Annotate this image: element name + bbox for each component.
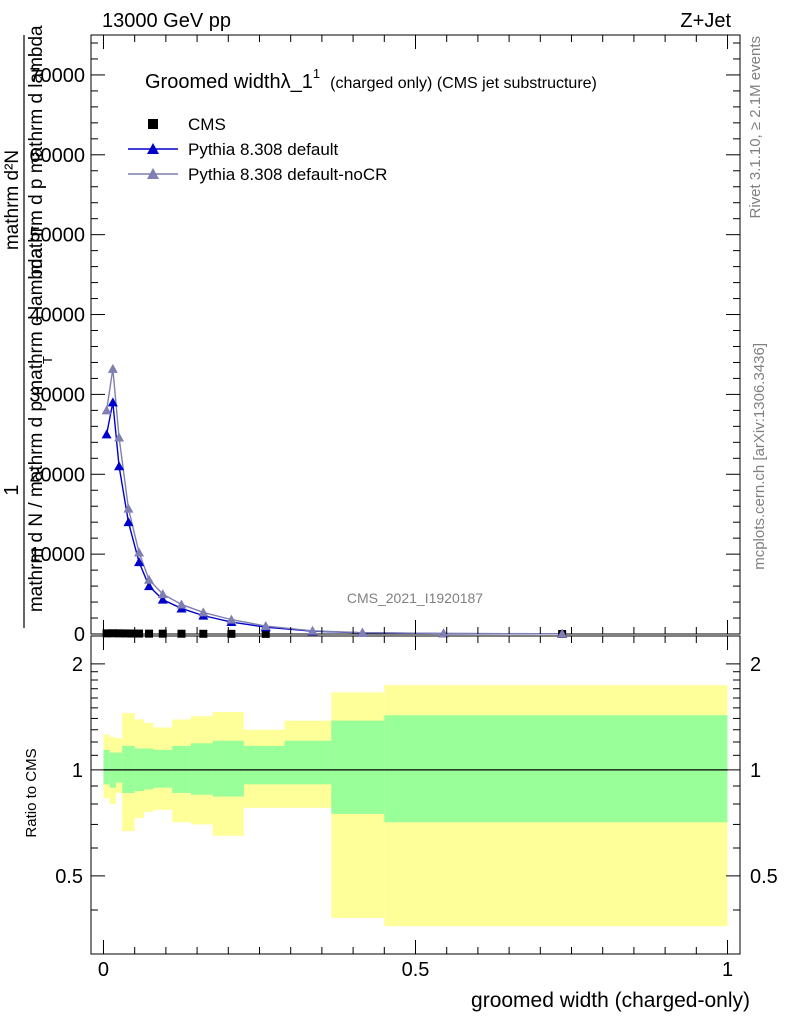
legend-entry: Pythia 8.308 default	[128, 140, 339, 159]
mc-data-point	[123, 503, 134, 513]
mc-data-point	[107, 363, 118, 373]
legend-marker-triangle	[147, 143, 159, 154]
rivet-label: Rivet 3.1.10, ≥ 2.1M events	[747, 36, 764, 219]
stat-uncertainty-band	[331, 720, 385, 814]
mc-data-point	[144, 574, 155, 584]
ratio-y-tick-label: 0.5	[55, 866, 83, 888]
main-y-tick-label: 0	[74, 624, 85, 646]
cms-data-point	[199, 629, 208, 638]
main-y-ticks: 0 10000 20000 30000 40000 50000 60000 70000	[29, 42, 740, 646]
stat-uncertainty-band	[103, 749, 110, 785]
ylabel-numerator: 1	[1, 484, 23, 495]
mc-data-point	[307, 625, 318, 635]
plot-title: Groomed widthλ_11 (charged only) (CMS jet…	[145, 66, 597, 93]
stat-uncertainty-band	[115, 752, 123, 783]
cms-data-point	[115, 629, 124, 638]
legend-label: Pythia 8.308 default-noCR	[188, 165, 387, 184]
x-tick-label: 0	[98, 959, 109, 981]
ratio-y-tick-label: 1	[72, 760, 83, 782]
cms-data-point	[121, 629, 130, 638]
cms-data-point	[102, 629, 111, 638]
legend-marker-square	[148, 119, 158, 129]
stat-uncertainty-band	[144, 748, 154, 790]
ratio-y-tick-label: 2	[72, 654, 83, 676]
ratio-ylabel: Ratio to CMS	[23, 748, 40, 837]
x-tick-label: 0.5	[402, 959, 430, 981]
main-y-tick-label: 70000	[29, 65, 85, 87]
mc-data-point	[134, 547, 145, 557]
main-ylabel: 1 mathrm d²N mathrm d p mathrm d lambda …	[1, 25, 55, 628]
cms-data-point	[227, 629, 236, 638]
cms-data-point	[261, 629, 270, 638]
ratio-y-ticks: 0.5 0.5 1 1 2 2	[55, 654, 778, 911]
x-ticks: 0 0.5 1	[98, 35, 733, 981]
legend-label: Pythia 8.308 default	[188, 140, 339, 159]
mc-data-point	[438, 628, 449, 638]
legend: CMS Pythia 8.308 default Pythia 8.308 defa…	[128, 115, 387, 184]
ratio-y-tick-label-right: 1	[750, 760, 761, 782]
mc-data-point	[157, 594, 168, 604]
ratio-y-tick-label-right: 2	[750, 654, 761, 676]
legend-entry: CMS	[148, 115, 226, 134]
plot-title-main: Groomed widthλ_1	[145, 71, 313, 93]
ratio-y-tick-label-right: 0.5	[750, 866, 778, 888]
mc-data-point	[144, 581, 155, 591]
plot-title-sub: (charged only) (CMS jet substructure)	[330, 75, 597, 92]
mc-data-point	[123, 517, 134, 527]
x-tick-label: 1	[722, 959, 733, 981]
stat-uncertainty-band	[153, 749, 173, 788]
mc-data-point	[157, 589, 168, 599]
main-y-tick-label: 20000	[29, 464, 85, 486]
cms-data-point	[108, 629, 117, 638]
mc-data-point	[226, 614, 237, 624]
mc-data-point	[107, 397, 118, 407]
main-y-tick-label: 50000	[29, 225, 85, 247]
ratio-bands-layer	[103, 685, 728, 927]
mc-data-point	[357, 627, 368, 637]
mcplots-label: mcplots.cern.ch [arXiv:1306.3436]	[751, 343, 768, 570]
main-y-tick-label: 30000	[29, 384, 85, 406]
mc-data-point	[198, 607, 209, 617]
main-y-tick-label: 10000	[29, 544, 85, 566]
main-y-tick-label: 40000	[29, 305, 85, 327]
mc-data-point	[134, 557, 145, 567]
main-data-layer	[101, 363, 568, 638]
ylabel-line3: mathrm d N / mathrm d p mathrm d lambda	[26, 247, 47, 612]
mc-data-point	[176, 599, 187, 609]
cms-data-point	[135, 629, 144, 638]
legend-marker-triangle	[147, 168, 159, 179]
legend-entry: Pythia 8.308 default-noCR	[128, 165, 387, 184]
stat-uncertainty-band	[190, 743, 213, 795]
mc-data-point	[260, 621, 271, 631]
ylabel-line2: mathrm d p mathrm d lambda	[26, 25, 47, 275]
mc-data-point	[114, 432, 125, 442]
mc-data-point	[101, 405, 112, 415]
ylabel-subscript: T	[40, 356, 55, 364]
mc-data-point	[101, 429, 112, 439]
main-y-tick-label: 60000	[29, 145, 85, 167]
cms-data-point	[158, 629, 167, 638]
cms-data-point	[177, 629, 186, 638]
analysis-watermark: CMS_2021_I1920187	[347, 590, 483, 606]
plot-title-sup: 1	[313, 66, 320, 81]
cms-data-point	[127, 629, 136, 638]
header-right: Z+Jet	[680, 10, 731, 32]
series-line	[105, 402, 563, 635]
mc-data-point	[557, 628, 568, 638]
series-line	[105, 368, 563, 635]
mc-data-point	[114, 461, 125, 471]
legend-label: CMS	[188, 115, 226, 134]
stat-uncertainty-band	[243, 745, 285, 785]
header-left: 13000 GeV pp	[102, 10, 231, 32]
stat-uncertainty-band	[212, 740, 244, 797]
stat-uncertainty-band	[384, 715, 728, 823]
cms-data-point	[145, 629, 154, 638]
ylabel-line1: mathrm d²N	[2, 150, 23, 250]
x-axis-label: groomed width (charged-only)	[471, 989, 750, 1012]
stat-uncertainty-band	[284, 740, 332, 785]
